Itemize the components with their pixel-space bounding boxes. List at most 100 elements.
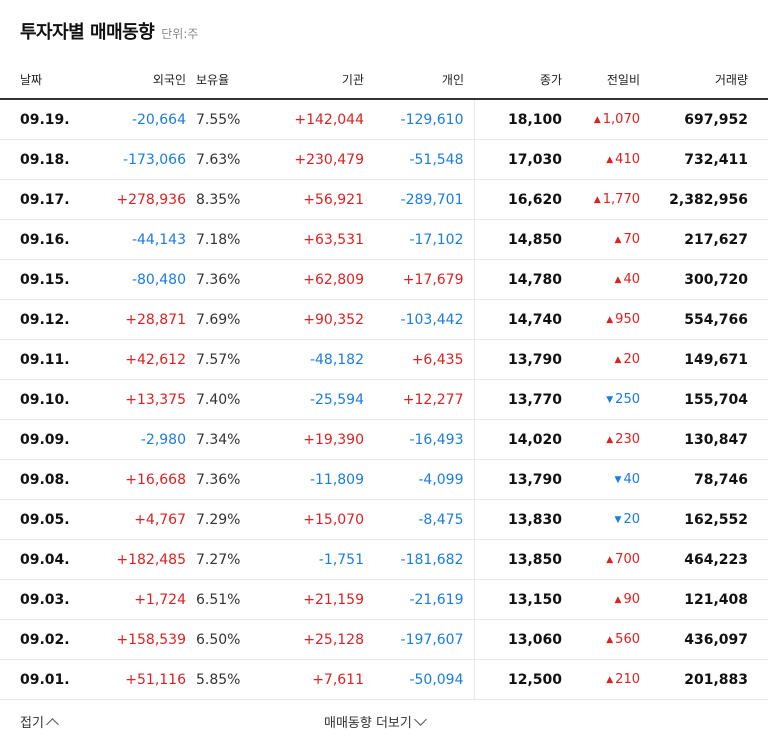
cell-change: ▲ 70 [574, 219, 654, 260]
cell-holding-ratio: 7.27% [194, 539, 254, 580]
triangle-up-icon: ▲ [614, 355, 622, 365]
table-body: 09.19. -20,664 7.55% +142,044 -129,610 18,100… [0, 99, 768, 700]
table-row: 09.09. -2,980 7.34% +19,390 -16,493 14,020 ▲ 23… [0, 419, 768, 460]
cell-date: 09.19. [0, 99, 74, 140]
cell-foreign: +182,485 [74, 539, 194, 580]
cell-foreign: +28,871 [74, 299, 194, 340]
cell-individual: +6,435 [374, 339, 475, 380]
cell-date: 09.11. [0, 339, 74, 380]
change-value: 1,770 [602, 192, 640, 207]
cell-volume: 155,704 [654, 379, 768, 420]
change-value: 230 [615, 432, 640, 447]
cell-close: 14,740 [474, 299, 574, 340]
cell-institution: -48,182 [254, 339, 374, 380]
triangle-up-icon: ▲ [614, 275, 622, 285]
cell-change: ▲ 40 [574, 259, 654, 300]
cell-institution: -1,751 [254, 539, 374, 580]
triangle-down-icon: ▼ [606, 395, 614, 405]
table-row: 09.08. +16,668 7.36% -11,809 -4,099 13,790 ▼ 40… [0, 459, 768, 500]
cell-individual: -4,099 [374, 459, 475, 500]
change-value: 700 [615, 552, 640, 567]
cell-volume: 436,097 [654, 619, 768, 660]
cell-volume: 217,627 [654, 219, 768, 260]
cell-date: 09.15. [0, 259, 74, 300]
cell-individual: -51,548 [374, 139, 475, 180]
cell-date: 09.04. [0, 539, 74, 580]
cell-institution: +56,921 [254, 179, 374, 220]
col-header-institution: 기관 [254, 60, 374, 100]
triangle-up-icon: ▲ [593, 195, 601, 205]
panel-footer: 접기 매매동향 더보기 [0, 708, 768, 736]
cell-date: 09.08. [0, 459, 74, 500]
cell-holding-ratio: 7.36% [194, 259, 254, 300]
cell-date: 09.09. [0, 419, 74, 460]
change-value: 40 [623, 472, 640, 487]
col-header-date: 날짜 [0, 60, 74, 100]
more-trading-label: 매매동향 더보기 [324, 716, 412, 731]
cell-individual: -197,607 [374, 619, 475, 660]
table-row: 09.05. +4,767 7.29% +15,070 -8,475 13,830 ▼ 20 1… [0, 499, 768, 540]
cell-date: 09.10. [0, 379, 74, 420]
cell-holding-ratio: 7.18% [194, 219, 254, 260]
cell-volume: 2,382,956 [654, 179, 768, 220]
table-row: 09.10. +13,375 7.40% -25,594 +12,277 13,770 ▼ 2… [0, 379, 768, 420]
cell-holding-ratio: 6.51% [194, 579, 254, 620]
change-value: 20 [623, 352, 640, 367]
cell-institution: -11,809 [254, 459, 374, 500]
change-value: 250 [615, 392, 640, 407]
cell-close: 14,780 [474, 259, 574, 300]
collapse-label: 접기 [20, 716, 44, 731]
cell-close: 17,030 [474, 139, 574, 180]
cell-close: 13,790 [474, 459, 574, 500]
col-header-close: 종가 [474, 60, 574, 100]
cell-foreign: -2,980 [74, 419, 194, 460]
cell-holding-ratio: 7.40% [194, 379, 254, 420]
cell-close: 13,150 [474, 579, 574, 620]
table-row: 09.02. +158,539 6.50% +25,128 -197,607 13,060… [0, 619, 768, 660]
cell-institution: +7,611 [254, 659, 374, 700]
change-value: 210 [615, 672, 640, 687]
cell-date: 09.01. [0, 659, 74, 700]
table-header-row: 날짜 외국인 보유율 기관 개인 종가 전일비 거래량 [0, 60, 768, 100]
cell-close: 13,770 [474, 379, 574, 420]
cell-close: 13,850 [474, 539, 574, 580]
cell-close: 18,100 [474, 99, 574, 140]
cell-foreign: +16,668 [74, 459, 194, 500]
cell-individual: -50,094 [374, 659, 475, 700]
cell-institution: +19,390 [254, 419, 374, 460]
cell-foreign: +278,936 [74, 179, 194, 220]
cell-close: 14,020 [474, 419, 574, 460]
cell-change: ▲ 20 [574, 339, 654, 380]
cell-change: ▼ 250 [574, 379, 654, 420]
cell-volume: 554,766 [654, 299, 768, 340]
cell-close: 14,850 [474, 219, 574, 260]
cell-holding-ratio: 5.85% [194, 659, 254, 700]
cell-volume: 697,952 [654, 99, 768, 140]
cell-change: ▲ 90 [574, 579, 654, 620]
cell-holding-ratio: 7.36% [194, 459, 254, 500]
chevron-down-icon [413, 713, 427, 726]
triangle-up-icon: ▲ [606, 315, 614, 325]
cell-holding-ratio: 7.63% [194, 139, 254, 180]
more-trading-button[interactable]: 매매동향 더보기 [324, 712, 427, 731]
collapse-button[interactable]: 접기 [20, 712, 59, 731]
cell-institution: +15,070 [254, 499, 374, 540]
cell-date: 09.16. [0, 219, 74, 260]
cell-date: 09.02. [0, 619, 74, 660]
change-value: 1,070 [602, 112, 640, 127]
cell-foreign: -80,480 [74, 259, 194, 300]
change-value: 410 [615, 152, 640, 167]
cell-foreign: -20,664 [74, 99, 194, 140]
cell-individual: -103,442 [374, 299, 475, 340]
cell-volume: 732,411 [654, 139, 768, 180]
cell-change: ▲ 560 [574, 619, 654, 660]
cell-close: 13,830 [474, 499, 574, 540]
panel-header: 투자자별 매매동향 단위:주 [20, 18, 198, 46]
cell-holding-ratio: 7.55% [194, 99, 254, 140]
cell-volume: 130,847 [654, 419, 768, 460]
cell-foreign: +42,612 [74, 339, 194, 380]
col-header-foreign: 외국인 [74, 60, 194, 100]
cell-institution: +63,531 [254, 219, 374, 260]
cell-date: 09.05. [0, 499, 74, 540]
